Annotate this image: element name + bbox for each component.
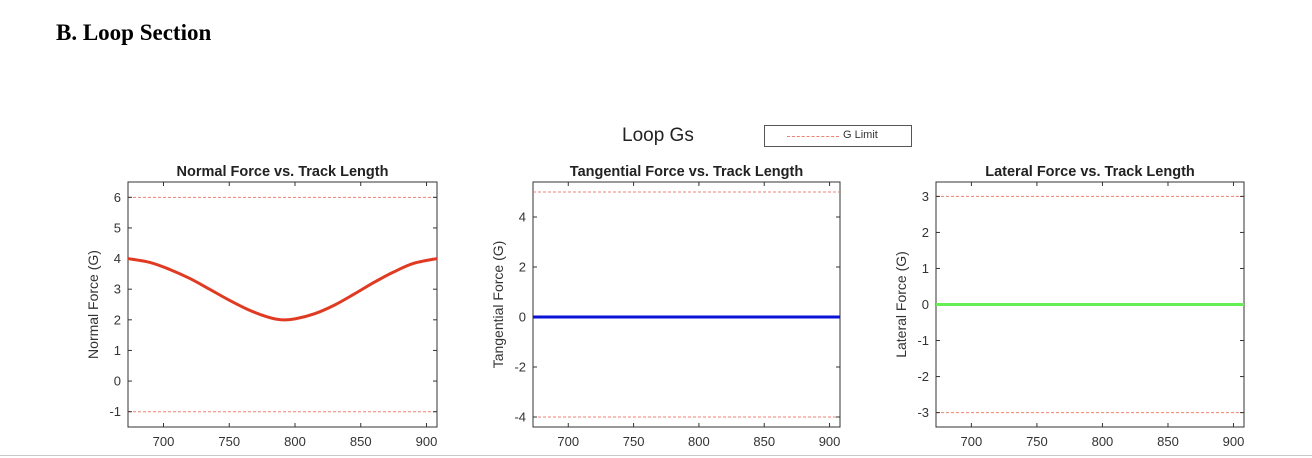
normal-y-tick-label: -1 <box>109 404 121 419</box>
tangential-x-tick-label: 850 <box>753 434 775 449</box>
legend: G Limit <box>764 125 912 147</box>
normal-y-tick-label: 6 <box>114 190 121 205</box>
lateral-chart: 700 750 800 850 900 -3 -2 -1 0 1 2 3 Lateral Force v… <box>893 164 1245 449</box>
normal-chart-title: Normal Force vs. Track Length <box>177 164 389 180</box>
lateral-y-tick-label: 2 <box>922 225 929 240</box>
normal-chart: 700 750 800 850 900 -1 0 1 2 3 4 5 6 Normal Force vs.… <box>85 164 438 449</box>
normal-series-line-0 <box>127 257 438 322</box>
lateral-y-tick-label: 1 <box>922 261 929 276</box>
normal-axes-box <box>127 181 438 428</box>
tangential-chart-title: Tangential Force vs. Track Length <box>570 164 803 180</box>
normal-y-tick-label: 0 <box>114 374 121 389</box>
normal-y-tick-label: 2 <box>114 312 121 327</box>
tangential-y-axis-label: Tangential Force (G) <box>490 241 506 369</box>
lateral-x-tick-label: 900 <box>1223 434 1245 449</box>
normal-x-tick-label: 700 <box>153 434 175 449</box>
legend-label: G Limit <box>843 129 878 141</box>
normal-y-axis-label: Normal Force (G) <box>85 250 101 359</box>
normal-y-tick-label: 4 <box>114 251 121 266</box>
tangential-x-tick-label: 900 <box>819 434 841 449</box>
tangential-y-tick-label: -4 <box>514 410 526 425</box>
lateral-chart-title: Lateral Force vs. Track Length <box>985 164 1195 180</box>
tangential-x-tick-label: 800 <box>688 434 710 449</box>
page-divider <box>0 455 1312 456</box>
lateral-y-tick-label: -3 <box>917 405 929 420</box>
tangential-x-tick-label: 750 <box>623 434 645 449</box>
lateral-x-tick-label: 700 <box>961 434 983 449</box>
normal-x-tick-label: 900 <box>416 434 438 449</box>
normal-y-tick-label: 1 <box>114 343 121 358</box>
lateral-y-axis-label: Lateral Force (G) <box>893 251 909 358</box>
lateral-x-tick-label: 800 <box>1092 434 1114 449</box>
lateral-y-tick-label: 3 <box>922 189 929 204</box>
tangential-chart: 700 750 800 850 900 -4 -2 0 2 4 Tangential Force v… <box>490 164 841 449</box>
tangential-y-tick-label: -2 <box>514 360 526 375</box>
normal-y-tick-label: 5 <box>114 220 121 235</box>
tangential-y-tick-label: 2 <box>519 260 526 275</box>
lateral-x-tick-label: 850 <box>1157 434 1179 449</box>
normal-y-tick-label: 3 <box>114 282 121 297</box>
lateral-y-tick-label: -2 <box>917 369 929 384</box>
section-heading: B. Loop Section <box>56 20 212 45</box>
lateral-y-tick-label: -1 <box>917 333 929 348</box>
figure-title: Loop Gs <box>622 125 694 146</box>
normal-x-tick-label: 750 <box>218 434 240 449</box>
lateral-x-tick-label: 750 <box>1026 434 1048 449</box>
normal-x-tick-label: 850 <box>350 434 372 449</box>
tangential-y-tick-label: 0 <box>519 310 526 325</box>
lateral-y-tick-label: 0 <box>922 297 929 312</box>
legend-line-sample <box>787 136 839 137</box>
normal-x-tick-label: 800 <box>284 434 306 449</box>
tangential-y-tick-label: 4 <box>519 210 526 225</box>
tangential-axes-box <box>532 181 841 428</box>
tangential-x-tick-label: 700 <box>557 434 579 449</box>
